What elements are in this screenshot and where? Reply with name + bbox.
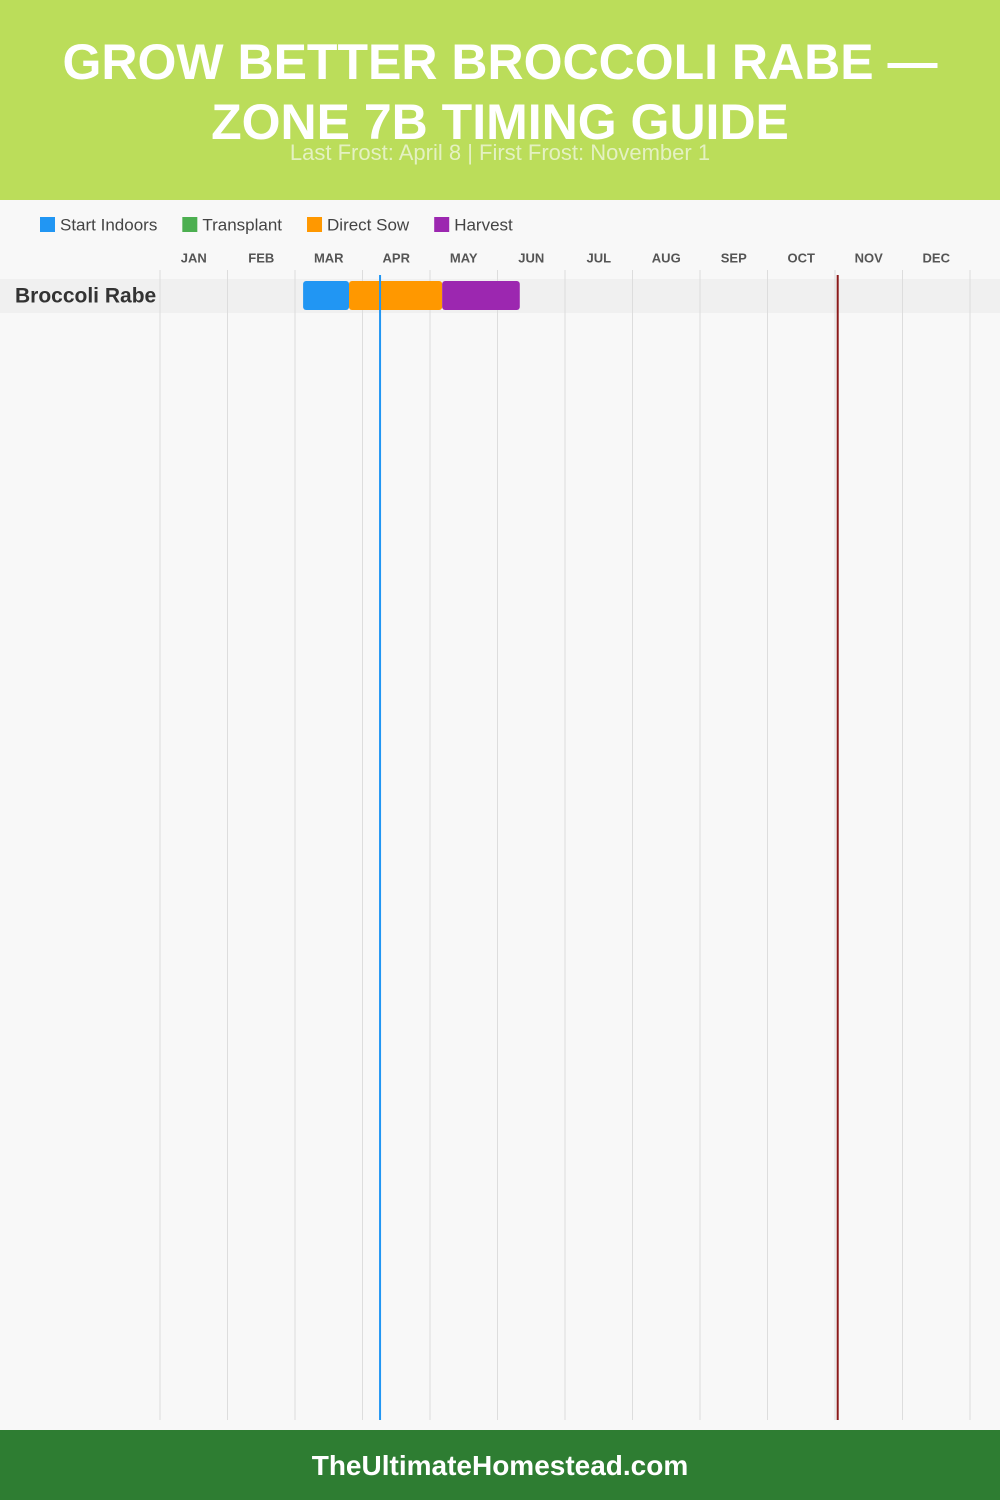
legend-swatch <box>182 217 198 232</box>
x-tick-label: FEB <box>248 250 274 265</box>
legend-label: Start Indoors <box>60 215 157 234</box>
legend-swatch <box>434 217 450 232</box>
row-label: Broccoli Rabe <box>15 285 156 308</box>
legend-swatch <box>40 217 55 232</box>
legend-label: Transplant <box>202 215 282 234</box>
x-tick-label: SEP <box>721 250 747 265</box>
legend-label: Direct Sow <box>327 215 410 234</box>
bar-segment <box>303 281 349 310</box>
footer-text: TheUltimateHomestead.com <box>311 1450 689 1481</box>
bar-segment <box>442 281 520 310</box>
x-tick-label: DEC <box>923 250 951 265</box>
footer-band <box>0 1430 1000 1500</box>
x-tick-label: JAN <box>181 250 207 265</box>
x-tick-label: AUG <box>652 250 681 265</box>
x-tick-label: JUN <box>518 250 544 265</box>
x-tick-label: OCT <box>788 250 816 265</box>
x-tick-label: NOV <box>855 250 884 265</box>
x-tick-label: JUL <box>586 250 611 265</box>
chart-title: GROW BETTER BROCCOLI RABE — ZONE 7B TIMI… <box>62 34 938 150</box>
x-tick-label: MAY <box>450 250 478 265</box>
legend-swatch <box>307 217 323 232</box>
header-band <box>0 0 1000 200</box>
legend-label: Harvest <box>454 215 513 234</box>
x-tick-label: APR <box>383 250 411 265</box>
chart-subtitle: Last Frost: April 8 | First Frost: Novem… <box>289 140 711 165</box>
x-tick-label: MAR <box>314 250 344 265</box>
bar-segment <box>349 281 443 310</box>
